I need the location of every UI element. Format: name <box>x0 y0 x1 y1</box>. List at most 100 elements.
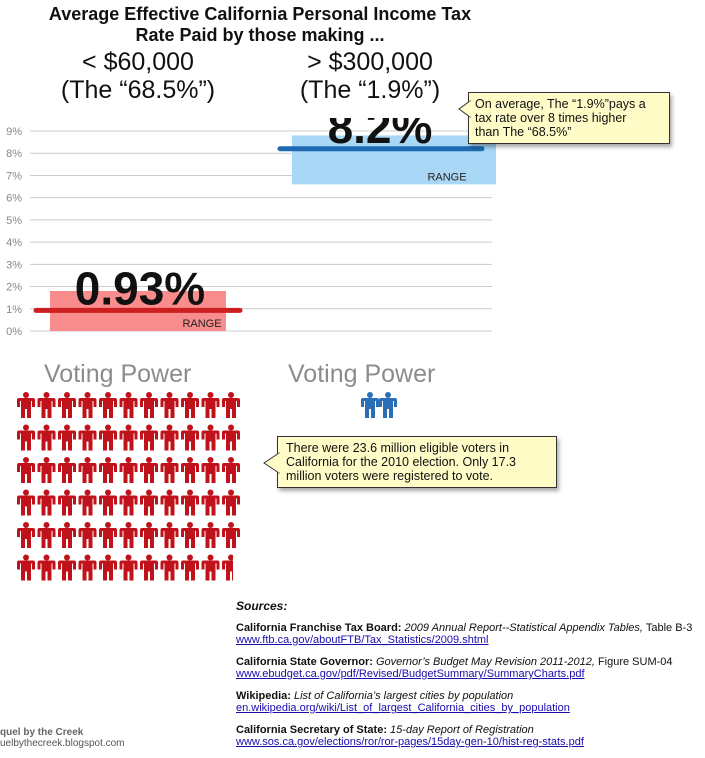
person-icon <box>17 457 35 483</box>
source-link[interactable]: en.wikipedia.org/wiki/List_of_largest_Ca… <box>236 702 570 714</box>
credit: quel by the Creek uelbythecreek.blogspot… <box>0 727 125 749</box>
person-icon <box>201 457 220 483</box>
person-icon <box>222 392 240 418</box>
person-icon <box>99 554 117 581</box>
credit-line-2: uelbythecreek.blogspot.com <box>0 738 125 749</box>
source-org: Wikipedia: <box>236 689 291 702</box>
person-icon <box>160 424 179 451</box>
value-label: 0.93% <box>75 262 205 314</box>
tax-rate-callout: On average, The “1.9%”pays a tax rate ov… <box>458 92 670 144</box>
person-icon <box>222 424 240 451</box>
source-doc: 15-day Report of Registration <box>387 723 534 736</box>
callout-vote-line-3: million voters were registered to vote. <box>286 469 494 483</box>
person-icon <box>78 522 97 548</box>
source-item: California State Governor: Governor’s Bu… <box>236 656 705 681</box>
person-icon <box>160 522 179 548</box>
source-doc: Governor’s Budget May Revision 2011-2012… <box>372 655 595 668</box>
tax-rate-chart: 0% 1% 2% 3% 4% 5% 6% 7% 8% 9% RANGE RANGE 0.93% 8.2… <box>6 118 496 338</box>
person-icon <box>222 554 233 581</box>
person-icon <box>37 522 56 548</box>
source-link[interactable]: www.ebudget.ca.gov/pdf/Revised/BudgetSum… <box>236 668 585 680</box>
y-tick-label: 2% <box>6 282 22 294</box>
person-icon <box>119 554 138 581</box>
source-doc: 2009 Annual Report--Statistical Appendix… <box>401 621 644 634</box>
y-tick-label: 1% <box>6 304 22 316</box>
callout-tail <box>458 100 471 118</box>
low-income-amount: < $60,000 <box>82 48 194 76</box>
callout-tax-line-3: than The “68.5%” <box>475 125 572 139</box>
source-doc: List of California’s largest cities by p… <box>290 689 514 702</box>
person-icon <box>119 424 138 451</box>
person-icon <box>140 489 158 516</box>
person-icon <box>78 457 97 483</box>
person-icon <box>99 424 117 451</box>
low-income-share: (The “68.5%”) <box>60 76 216 104</box>
person-icon <box>201 489 220 516</box>
person-icon <box>181 392 199 418</box>
person-icon <box>361 392 379 418</box>
source-item: California Franchise Tax Board: 2009 Ann… <box>236 622 705 647</box>
person-icon <box>17 554 35 581</box>
range-label: RANGE <box>427 171 466 183</box>
person-icon <box>119 489 138 516</box>
source-link[interactable]: www.ftb.ca.gov/aboutFTB/Tax_Statistics/2… <box>236 634 489 646</box>
person-icon <box>17 522 35 548</box>
person-icon <box>222 457 240 483</box>
source-org: California State Governor: <box>236 655 373 668</box>
person-icon <box>119 522 138 548</box>
source-extra: Table B-3 <box>643 621 693 634</box>
voting-icons-high <box>361 392 397 418</box>
source-extra: Figure SUM-04 <box>594 655 673 668</box>
person-icon <box>99 522 117 548</box>
high-income-share: (The “1.9%”) <box>299 76 441 104</box>
person-icon <box>99 392 117 418</box>
page-title: Average Effective California Personal In… <box>0 4 520 46</box>
person-icon <box>181 554 199 581</box>
person-icon <box>181 457 199 483</box>
person-icon <box>140 424 158 451</box>
person-icon <box>201 392 220 418</box>
title-line-2: Rate Paid by those making ... <box>135 25 385 45</box>
person-icon <box>37 554 56 581</box>
y-tick-label: 8% <box>6 148 22 160</box>
person-icon <box>160 554 179 581</box>
person-icon <box>201 554 220 581</box>
source-org: California Secretary of State: <box>236 723 387 736</box>
person-icon <box>58 424 76 451</box>
person-icon <box>222 522 240 548</box>
person-icon <box>140 554 158 581</box>
person-icon <box>222 489 240 516</box>
y-tick-label: 9% <box>6 126 22 138</box>
person-icon <box>379 392 397 418</box>
source-item: Wikipedia: List of California’s largest … <box>236 690 705 715</box>
person-icon <box>160 489 179 516</box>
source-link[interactable]: www.sos.ca.gov/elections/ror/ror-pages/1… <box>236 736 584 748</box>
y-tick-label: 5% <box>6 215 22 227</box>
high-income-amount: > $300,000 <box>307 48 433 76</box>
person-icon <box>181 522 199 548</box>
voting-callout: There were 23.6 million eligible voters … <box>263 436 557 488</box>
y-tick-label: 7% <box>6 170 22 182</box>
y-tick-label: 3% <box>6 259 22 271</box>
value-label: 8.2% <box>328 118 433 153</box>
person-icon <box>37 457 56 483</box>
person-icon <box>37 392 56 418</box>
person-icon <box>17 392 35 418</box>
low-income-heading: < $60,000 (The “68.5%”) <box>38 48 238 104</box>
voting-icons-low <box>17 392 240 581</box>
voting-power-low-label: Voting Power <box>44 360 192 388</box>
person-icon <box>78 392 97 418</box>
sources-section: Sources: California Franchise Tax Board:… <box>236 600 705 758</box>
callout-tail <box>263 452 280 474</box>
person-icon <box>78 489 97 516</box>
person-icon <box>37 489 56 516</box>
person-icon <box>181 424 199 451</box>
person-icon <box>78 554 97 581</box>
person-icon <box>140 522 158 548</box>
source-item: California Secretary of State: 15-day Re… <box>236 724 705 749</box>
y-tick-label: 0% <box>6 326 22 338</box>
callout-tax-line-1: On average, The “1.9%”pays a <box>475 97 646 111</box>
range-bar <box>292 135 496 185</box>
person-icon <box>160 392 179 418</box>
person-icon <box>58 392 76 418</box>
